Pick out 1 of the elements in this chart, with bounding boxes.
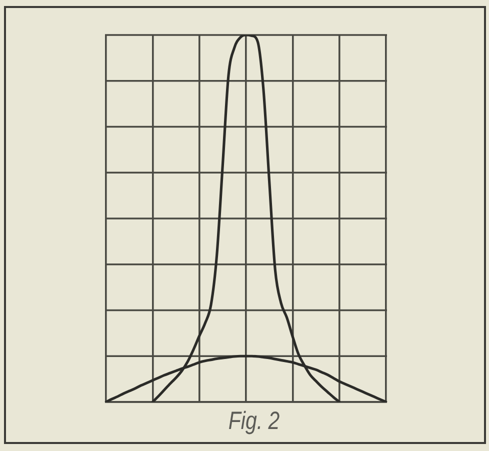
text: Fig. 2: [227, 407, 281, 435]
